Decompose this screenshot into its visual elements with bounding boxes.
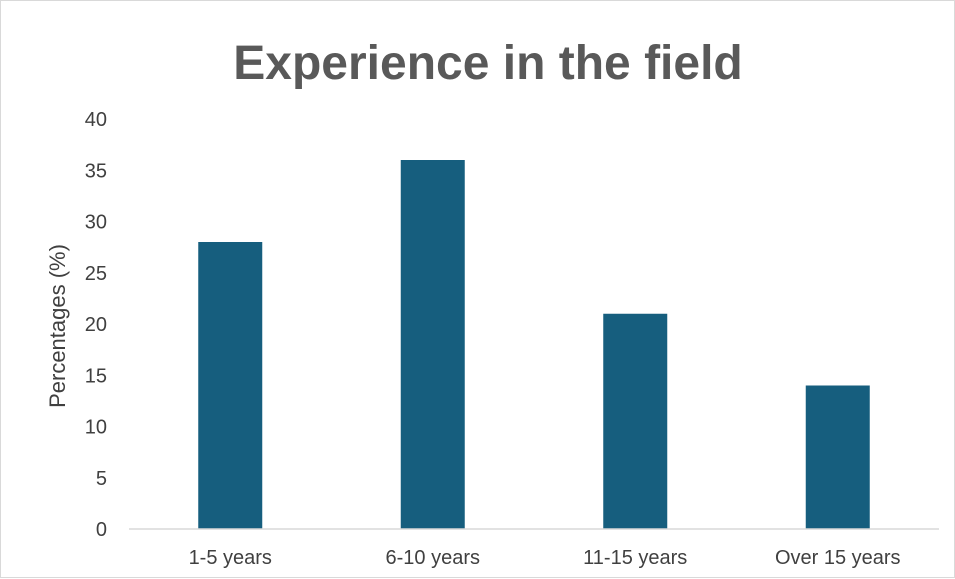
y-tick-label: 35 bbox=[85, 160, 107, 182]
y-tick-label: 40 bbox=[85, 109, 107, 131]
bar bbox=[198, 242, 263, 529]
x-axis-ticks: 1-5 years 6-10 years 11-15 years Over 15 ye… bbox=[189, 547, 901, 569]
bar bbox=[603, 313, 668, 529]
y-tick-label: 25 bbox=[85, 263, 107, 285]
x-tick-label: 11-15 years bbox=[583, 547, 687, 569]
x-tick-label: 6-10 years bbox=[386, 547, 481, 569]
chart-title: Experience in the field bbox=[233, 37, 742, 90]
x-tick-label: 1-5 years bbox=[189, 547, 272, 569]
bars bbox=[198, 160, 870, 529]
y-tick-label: 15 bbox=[85, 365, 107, 387]
y-tick-label: 20 bbox=[85, 314, 107, 336]
y-tick-label: 30 bbox=[85, 212, 107, 234]
x-tick-label: Over 15 years bbox=[775, 547, 901, 569]
y-tick-label: 10 bbox=[85, 417, 107, 439]
y-tick-label: 5 bbox=[96, 468, 107, 490]
y-tick-label: 0 bbox=[96, 519, 107, 541]
bar bbox=[805, 385, 870, 529]
y-axis-ticks: 0 5 10 15 20 25 30 35 40 bbox=[85, 109, 107, 541]
y-axis-title: Percentages (%) bbox=[45, 244, 70, 408]
bar bbox=[400, 160, 465, 529]
